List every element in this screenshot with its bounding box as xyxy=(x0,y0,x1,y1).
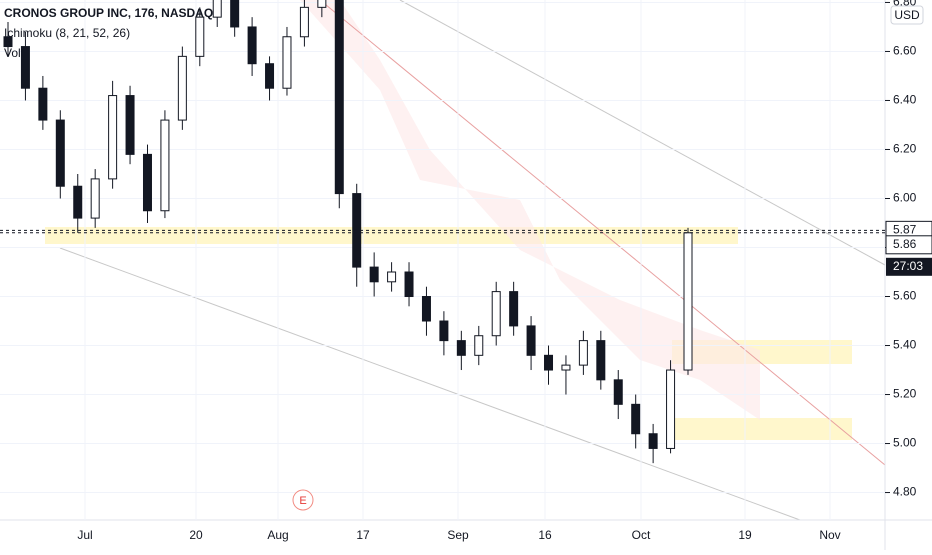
y-tick-label: 6.40 xyxy=(893,93,917,107)
y-tick-label: 6.00 xyxy=(893,191,917,205)
price-badge xyxy=(885,235,932,255)
candle-body xyxy=(683,232,693,371)
candle-body xyxy=(108,95,118,180)
price-label: 5.87 xyxy=(893,223,917,237)
y-tick-label: 5.00 xyxy=(893,436,917,450)
x-tick-label: 17 xyxy=(356,528,370,542)
candle-body xyxy=(544,354,554,371)
x-tick-label: Nov xyxy=(819,528,840,542)
x-tick-label: Sep xyxy=(447,528,469,542)
x-tick-label: Oct xyxy=(632,528,651,542)
x-tick-label: 16 xyxy=(538,528,552,542)
candle-body xyxy=(73,185,83,219)
candle-body xyxy=(631,403,641,435)
candle-body xyxy=(439,320,449,342)
candle-body xyxy=(474,335,484,356)
x-tick-label: Jul xyxy=(77,528,92,542)
candle-body xyxy=(526,325,536,356)
candle-body xyxy=(369,266,379,283)
volume-label: Vol xyxy=(4,46,21,60)
marks xyxy=(0,0,885,520)
candle-body xyxy=(666,369,676,449)
candle-body xyxy=(230,0,240,28)
candle-body xyxy=(55,119,65,187)
y-tick-label: 5.40 xyxy=(893,338,917,352)
candle-body xyxy=(491,291,501,337)
candle-body xyxy=(404,271,414,298)
x-tick-label: 20 xyxy=(189,528,203,542)
candle-body xyxy=(578,340,588,366)
chart-title: CRONOS GROUP INC, 176, NASDAQ xyxy=(4,6,213,20)
candle-body xyxy=(282,36,292,89)
candle-body xyxy=(177,55,187,121)
candle-body xyxy=(195,16,205,57)
currency[interactable]: USD xyxy=(894,8,920,22)
plot-area xyxy=(0,0,885,520)
candle-body xyxy=(212,0,222,18)
candle-body xyxy=(421,296,431,322)
candle-body xyxy=(20,46,30,89)
candle-body xyxy=(125,95,135,155)
zone xyxy=(672,418,852,440)
candle-body xyxy=(3,36,13,48)
candle-body xyxy=(142,153,152,212)
x-tick-label: Aug xyxy=(267,528,288,542)
x-tick-label: 19 xyxy=(738,528,752,542)
trend-line xyxy=(59,247,801,521)
indicator-label: Ichimoku (8, 21, 52, 26) xyxy=(4,26,130,40)
candle-body xyxy=(456,340,466,356)
candle-body xyxy=(265,63,275,89)
candle-body xyxy=(38,87,48,121)
candle-body xyxy=(334,0,344,195)
y-tick-label: 6.80 xyxy=(893,0,917,9)
candle-body xyxy=(613,379,623,405)
candle-body xyxy=(648,433,658,449)
candle-body xyxy=(596,340,606,381)
earnings-marker[interactable] xyxy=(292,489,314,511)
ichimoku-cloud xyxy=(300,0,760,420)
y-tick-label: 5.20 xyxy=(893,387,917,401)
y-tick-label: 6.20 xyxy=(893,142,917,156)
countdown: 27:03 xyxy=(893,259,923,273)
support-zone xyxy=(45,227,738,244)
candle-body xyxy=(90,178,100,219)
candle-body xyxy=(317,0,327,8)
trend-line xyxy=(399,0,886,266)
candle-body xyxy=(509,291,519,327)
y-tick-label: 5.60 xyxy=(893,289,917,303)
currency-badge[interactable] xyxy=(890,5,924,25)
candle-body xyxy=(299,6,309,38)
countdown-badge xyxy=(886,257,932,276)
y-tick-label: 4.80 xyxy=(893,485,917,499)
candle-body xyxy=(247,26,257,65)
candle-body xyxy=(387,271,397,283)
price-label: 5.86 xyxy=(893,237,917,251)
candle-body xyxy=(160,119,170,212)
earnings-label[interactable]: E xyxy=(299,495,306,507)
candle-body xyxy=(561,364,571,371)
y-tick-label: 6.60 xyxy=(893,44,917,58)
